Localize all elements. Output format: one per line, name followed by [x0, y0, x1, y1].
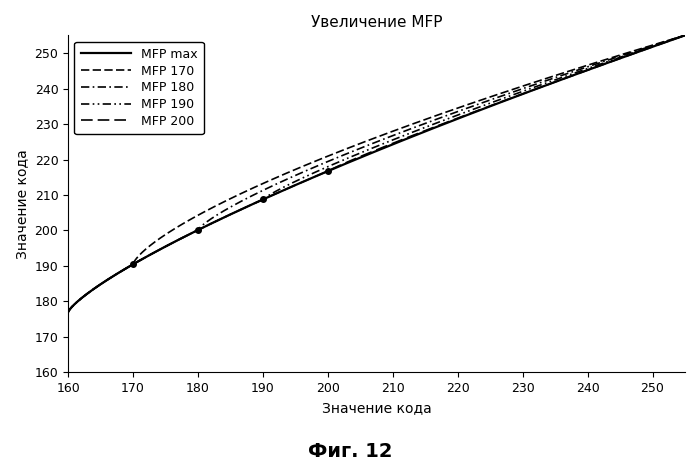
Line: MFP max: MFP max [68, 35, 685, 312]
MFP 190 [545, 79, 554, 85]
MFP max [556, 77, 564, 83]
MFP 180 [314, 163, 322, 169]
MFP max [64, 309, 72, 315]
MFP 190 [127, 262, 135, 268]
Line: MFP 200: MFP 200 [68, 35, 685, 312]
Line: MFP 190: MFP 190 [68, 35, 685, 312]
MFP 190 [556, 75, 564, 81]
MFP 190 [64, 309, 72, 315]
MFP 180 [64, 309, 72, 315]
Line: MFP 170: MFP 170 [68, 35, 685, 312]
MFP max [545, 81, 554, 87]
MFP 200 [556, 77, 564, 83]
MFP 200 [314, 173, 322, 178]
MFP 170 [127, 262, 135, 268]
MFP max [487, 103, 496, 109]
Text: Фиг. 12: Фиг. 12 [308, 443, 392, 462]
MFP 170 [314, 158, 322, 163]
MFP 180 [556, 73, 564, 79]
MFP 200 [545, 81, 554, 87]
MFP max [681, 32, 690, 38]
Title: Увеличение MFP: Увеличение MFP [311, 15, 442, 30]
MFP 190 [335, 159, 344, 164]
MFP 190 [314, 168, 322, 174]
X-axis label: Значение кода: Значение кода [322, 401, 431, 415]
MFP 180 [487, 97, 496, 102]
MFP 200 [335, 163, 344, 168]
MFP 200 [127, 262, 135, 268]
MFP 180 [127, 262, 135, 268]
MFP 190 [681, 32, 690, 38]
MFP 200 [64, 309, 72, 315]
MFP 180 [545, 77, 554, 82]
MFP 170 [556, 71, 564, 77]
Y-axis label: Значение кода: Значение кода [15, 149, 29, 259]
MFP 170 [545, 75, 554, 80]
MFP max [335, 163, 344, 169]
MFP max [314, 173, 322, 178]
MFP 170 [681, 32, 690, 38]
MFP 190 [487, 100, 496, 105]
MFP 170 [335, 149, 344, 154]
MFP 180 [335, 154, 344, 159]
MFP 170 [487, 94, 496, 99]
MFP 170 [64, 309, 72, 315]
Legend: MFP max, MFP 170, MFP 180, MFP 190, MFP 200: MFP max, MFP 170, MFP 180, MFP 190, MFP … [74, 42, 204, 134]
MFP 180 [681, 32, 690, 38]
Line: MFP 180: MFP 180 [68, 35, 685, 312]
MFP 200 [681, 32, 690, 38]
MFP 200 [487, 103, 496, 108]
MFP max [127, 262, 135, 268]
